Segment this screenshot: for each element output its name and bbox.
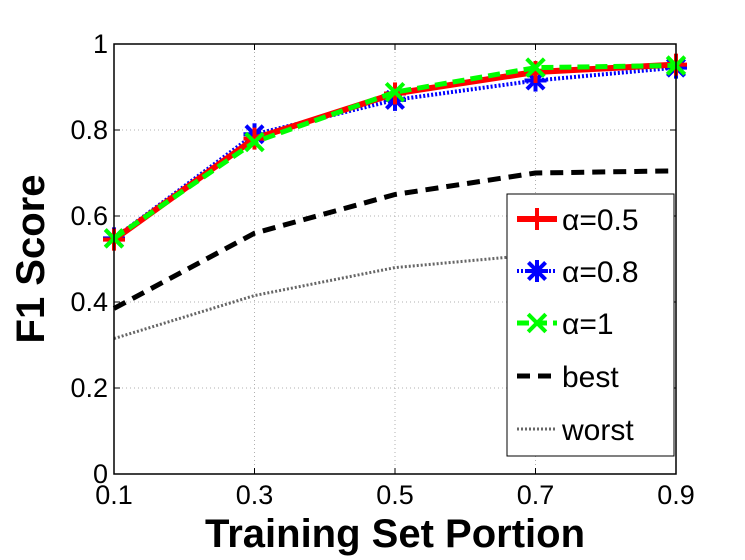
y-tick-label: 0.8 <box>70 115 108 145</box>
x-axis-title: Training Set Portion <box>205 512 585 556</box>
legend: α=0.5 α=0.8 α=1 best worst <box>506 193 675 457</box>
legend-marker <box>526 312 548 334</box>
data-point <box>384 81 406 103</box>
y-axis-title: F1 Score <box>9 175 53 344</box>
data-point <box>524 60 547 83</box>
data-point <box>243 127 266 150</box>
legend-label: α=1 <box>562 308 614 341</box>
y-tick-label: 0.6 <box>70 201 108 231</box>
legend-label: α=0.8 <box>562 256 639 289</box>
y-tick-label: 0 <box>93 459 108 489</box>
ticks: 0 0.2 0.4 0.6 0.8 1 0.1 0.3 0.5 0.7 0.9 <box>70 29 694 510</box>
x-tick-label: 0.7 <box>517 480 555 510</box>
x-tick-label: 0.3 <box>236 480 274 510</box>
series-line <box>112 168 677 311</box>
y-tick-label: 1 <box>93 29 108 59</box>
data-point <box>525 57 546 78</box>
series-line <box>112 63 677 241</box>
x-tick-label: 0.9 <box>657 480 695 510</box>
legend-label: best <box>562 361 619 394</box>
y-tick-label: 0.2 <box>70 373 108 403</box>
y-tick-label: 0.4 <box>70 287 108 317</box>
legend-label: α=0.5 <box>562 204 639 237</box>
legend-marker <box>526 208 548 230</box>
legend-marker <box>526 260 548 282</box>
legend-label: worst <box>561 414 634 447</box>
series-line <box>113 248 677 340</box>
x-tick-label: 0.5 <box>376 480 414 510</box>
data-point <box>244 131 265 153</box>
x-tick-label: 0.1 <box>95 480 133 510</box>
